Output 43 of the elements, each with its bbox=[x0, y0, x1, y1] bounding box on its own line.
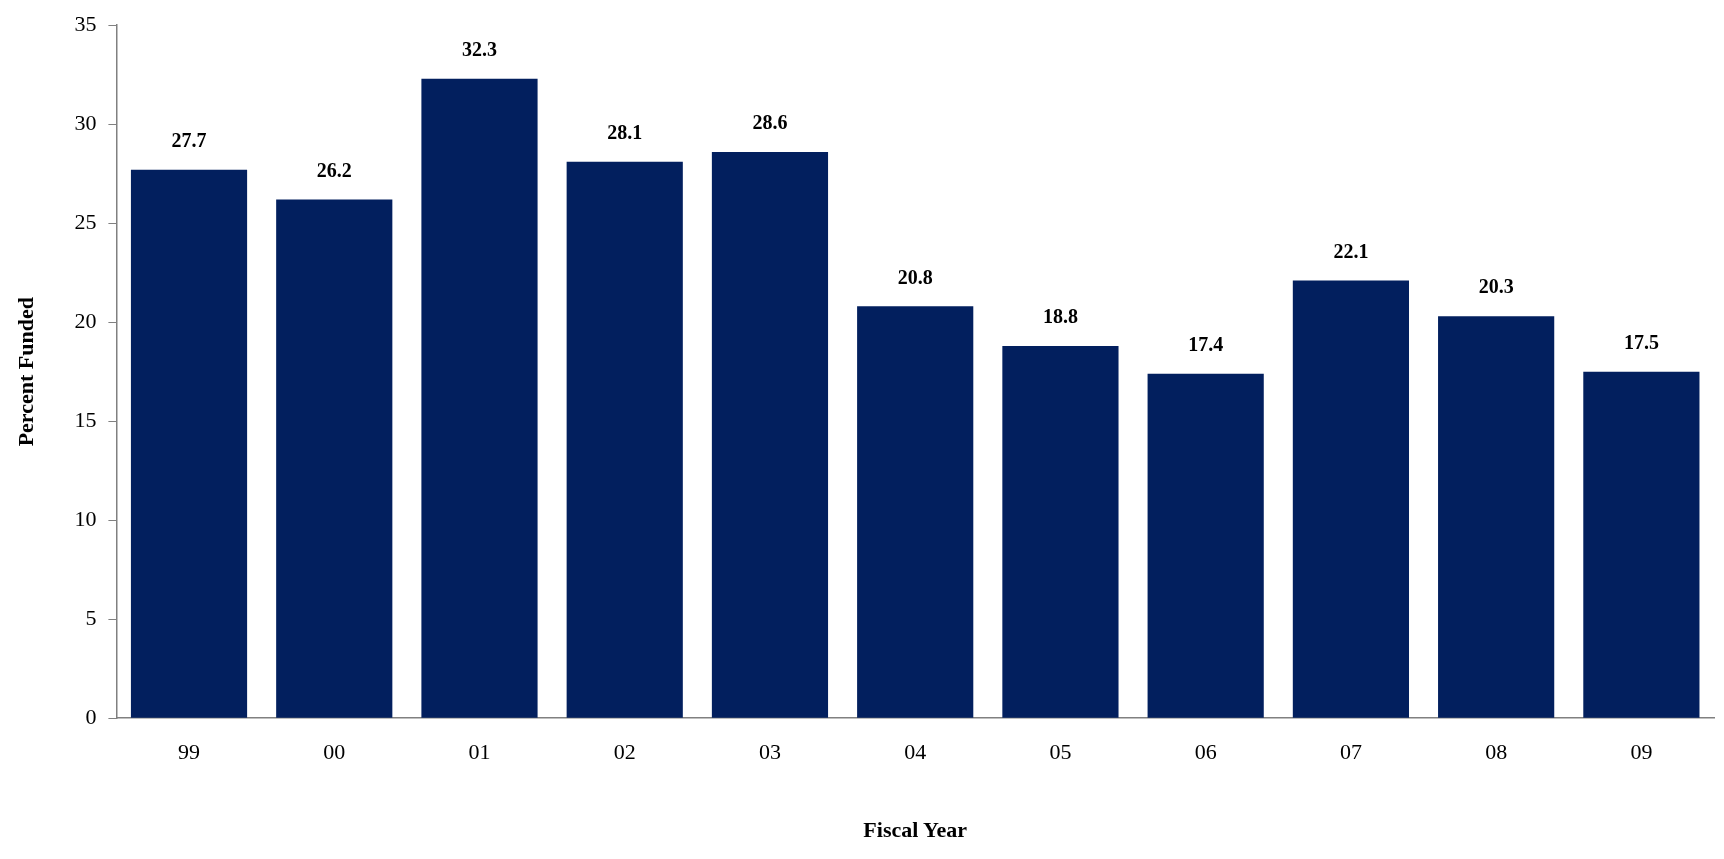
y-tick-label: 30 bbox=[74, 109, 97, 135]
bar bbox=[130, 169, 248, 718]
data-label: 17.5 bbox=[1623, 330, 1659, 353]
bar bbox=[1002, 345, 1119, 718]
y-tick-label: 5 bbox=[85, 604, 97, 630]
data-label: 20.8 bbox=[897, 265, 933, 288]
bar bbox=[566, 161, 683, 718]
x-tick-label: 00 bbox=[323, 739, 346, 765]
data-label: 18.8 bbox=[1042, 305, 1078, 328]
bar bbox=[1292, 280, 1409, 718]
bar bbox=[1147, 373, 1264, 718]
data-label: 17.4 bbox=[1188, 332, 1224, 355]
x-tick-label: 08 bbox=[1485, 739, 1508, 765]
x-axis-title: Fiscal Year bbox=[863, 817, 968, 843]
data-label: 22.1 bbox=[1333, 239, 1369, 262]
y-tick-label: 25 bbox=[74, 208, 97, 234]
y-tick-label: 20 bbox=[74, 307, 97, 333]
data-label: 20.3 bbox=[1478, 275, 1514, 298]
x-tick-label: 03 bbox=[758, 739, 781, 765]
x-tick-label: 06 bbox=[1194, 739, 1217, 765]
y-tick-label: 35 bbox=[74, 10, 97, 36]
x-tick-label: 09 bbox=[1630, 739, 1653, 765]
bar bbox=[1583, 371, 1700, 718]
data-label: 28.1 bbox=[607, 120, 643, 143]
bar bbox=[857, 306, 974, 718]
y-axis-title: Percent Funded bbox=[12, 297, 38, 447]
x-tick-label: 04 bbox=[904, 739, 927, 765]
bar bbox=[276, 199, 393, 718]
y-tick-label: 10 bbox=[74, 505, 97, 531]
bar bbox=[711, 151, 829, 718]
x-tick-label: 01 bbox=[468, 739, 491, 765]
x-tick-label: 07 bbox=[1339, 739, 1362, 765]
x-tick-label: 99 bbox=[178, 739, 201, 765]
bar bbox=[1438, 316, 1555, 718]
data-label: 32.3 bbox=[461, 37, 497, 60]
data-label: 27.7 bbox=[171, 128, 207, 151]
bar bbox=[421, 78, 538, 718]
y-tick-label: 0 bbox=[85, 703, 97, 729]
x-tick-label: 02 bbox=[613, 739, 636, 765]
data-label: 26.2 bbox=[316, 158, 352, 181]
y-tick-label: 15 bbox=[74, 406, 97, 432]
data-label: 28.6 bbox=[752, 111, 788, 134]
x-tick-label: 05 bbox=[1049, 739, 1072, 765]
